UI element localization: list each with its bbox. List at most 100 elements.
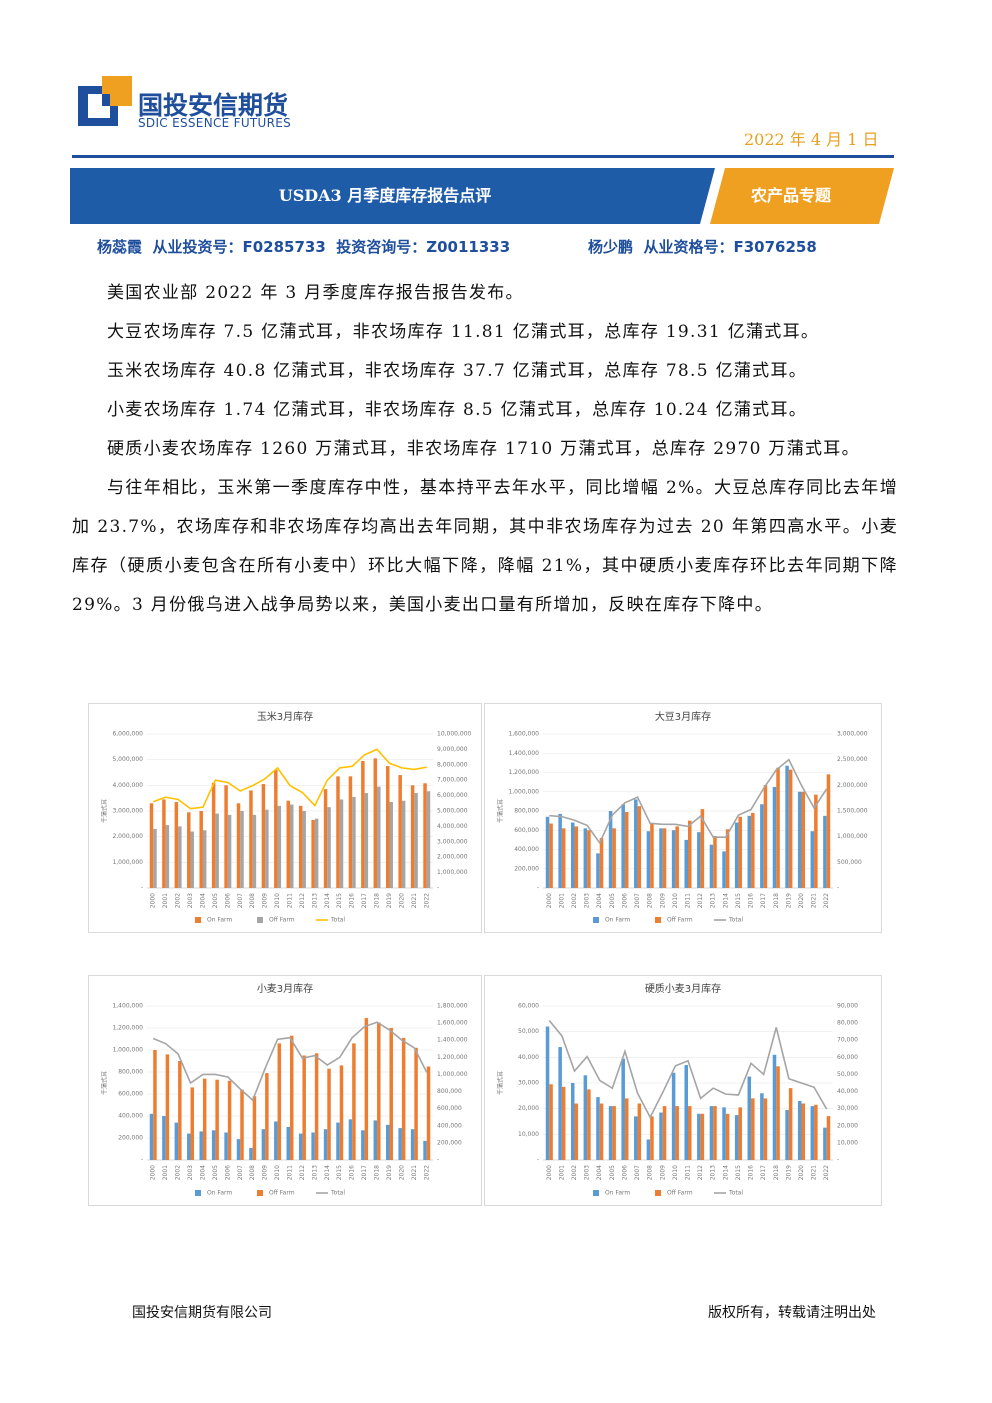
bar: [688, 1106, 692, 1160]
bar: [671, 1072, 676, 1160]
bar: [688, 820, 692, 888]
bar: [153, 1050, 157, 1160]
paragraph: 小麦农场库存 1.74 亿蒲式耳，非农场库存 8.5 亿蒲式耳，总库存 10.2…: [107, 400, 808, 420]
bar: [763, 1098, 768, 1160]
x-tick-label: 2015: [336, 1165, 343, 1180]
paragraph: 硬质小麦农场库存 1260 万蒲式耳，非农场库存 1710 万蒲式耳，总库存 2…: [107, 439, 860, 459]
y-tick-label: 400,000: [437, 1122, 462, 1129]
x-tick-label: 2001: [162, 1165, 169, 1180]
x-tick-label: 2022: [823, 893, 830, 908]
bar: [608, 1106, 613, 1160]
bar: [734, 1115, 739, 1160]
y-tick-label: 400,000: [118, 1113, 143, 1120]
x-tick-label: 2016: [349, 893, 356, 908]
bar: [215, 813, 219, 888]
x-tick-label: 2006: [224, 893, 231, 908]
bar: [596, 853, 600, 888]
x-tick-label: 2016: [748, 893, 755, 908]
x-tick-label: 2009: [262, 1165, 269, 1180]
bar: [352, 1043, 356, 1160]
bar: [364, 793, 369, 888]
x-tick-label: 2020: [798, 893, 805, 908]
x-tick-label: 2006: [621, 893, 628, 908]
y-tick-label: 7,000,000: [437, 777, 468, 784]
bar: [637, 1103, 642, 1160]
paragraph: 大豆农场库存 7.5 亿蒲式耳，非农场库存 11.81 亿蒲式耳，总库存 19.…: [107, 322, 820, 342]
legend-label: On Farm: [605, 1190, 630, 1197]
y-tick-label: 6,000,000: [437, 792, 468, 799]
bar: [178, 1061, 182, 1160]
legend-label: Total: [330, 917, 345, 924]
bar: [265, 1073, 269, 1160]
x-tick-label: 2004: [199, 1165, 206, 1180]
bar: [277, 805, 282, 888]
bar: [178, 826, 182, 888]
y-tick-label: 2,000,000: [437, 854, 468, 861]
x-tick-label: 2010: [274, 893, 281, 908]
x-tick-label: 2021: [411, 1165, 418, 1180]
bar: [314, 1053, 319, 1160]
y-tick-label: 200,000: [437, 1139, 462, 1146]
bar: [290, 804, 294, 888]
line: [549, 758, 828, 845]
chart-title: 小麦3月库存: [257, 982, 313, 995]
bar: [788, 769, 793, 888]
x-tick-label: 2010: [672, 893, 679, 908]
bar: [352, 796, 356, 888]
y-tick-label: 20,000: [837, 1122, 858, 1129]
x-tick-label: 2003: [584, 893, 591, 908]
legend-swatch: [257, 917, 263, 923]
x-tick-label: 2014: [722, 893, 729, 908]
y-tick-label: 2,000,000: [112, 833, 143, 840]
y-tick-label: 1,000,000: [437, 869, 468, 876]
bar: [274, 769, 278, 888]
bar: [423, 1140, 427, 1160]
x-tick-label: 2018: [374, 1165, 381, 1180]
bar: [772, 1054, 777, 1160]
legend-swatch: [593, 917, 599, 923]
y-tick-label: 50,000: [518, 1028, 539, 1035]
bar: [311, 819, 315, 888]
x-tick-label: 2003: [187, 893, 194, 908]
x-tick-label: 2019: [386, 893, 393, 908]
y-tick-label: 1,500,000: [837, 808, 868, 815]
x-tick-label: 2012: [299, 893, 306, 908]
y-tick-label: 600,000: [437, 1105, 462, 1112]
x-tick-label: 2001: [162, 893, 169, 908]
x-tick-label: 2018: [773, 893, 780, 908]
bar: [583, 828, 588, 888]
bar: [373, 1120, 378, 1160]
bar: [274, 1121, 278, 1160]
bar: [398, 775, 402, 888]
bar: [650, 1116, 654, 1160]
x-tick-label: 2008: [647, 1165, 654, 1180]
bar: [361, 760, 365, 888]
x-tick-label: 2012: [697, 893, 704, 908]
bar: [290, 1035, 294, 1160]
bar: [722, 1107, 726, 1160]
x-tick-label: 2019: [785, 1165, 792, 1180]
bar: [659, 1112, 663, 1160]
bar: [190, 1087, 195, 1160]
legend-swatch: [195, 917, 201, 923]
y-tick-label: 90,000: [837, 1003, 858, 1010]
x-tick-label: 2016: [349, 1165, 356, 1180]
bar: [236, 1139, 241, 1160]
bar: [339, 799, 344, 888]
bar: [713, 836, 717, 888]
x-tick-label: 2004: [596, 1165, 603, 1180]
y-tick-label: 1,000,000: [112, 1047, 143, 1054]
x-tick-label: 2003: [187, 1165, 194, 1180]
bar: [249, 790, 253, 888]
bar: [240, 1089, 244, 1160]
y-tick-label: 1,200,000: [437, 1054, 468, 1061]
x-tick-label: 2011: [685, 1165, 692, 1180]
bar: [662, 1106, 667, 1160]
y-tick-label: 1,800,000: [437, 1003, 468, 1010]
bar: [389, 1028, 393, 1160]
y-tick-label: 40,000: [837, 1088, 858, 1095]
bar: [785, 1109, 789, 1160]
bar: [549, 823, 553, 888]
legend-swatch: [593, 1190, 599, 1196]
